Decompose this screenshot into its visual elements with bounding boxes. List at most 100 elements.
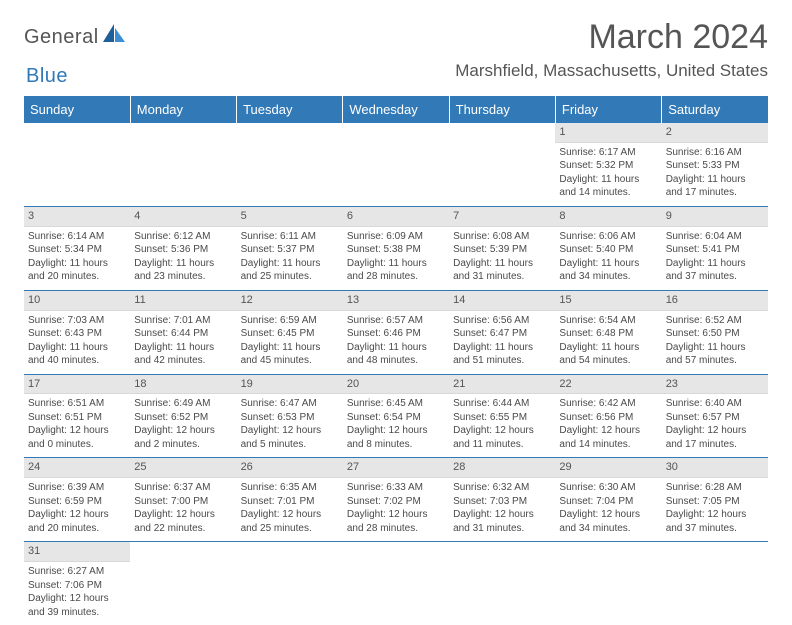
sunset-text: Sunset: 7:03 PM [453,495,551,509]
brand-sub: Blue [26,65,68,87]
day-number: 1 [555,123,661,143]
sunset-text: Sunset: 5:41 PM [666,243,764,257]
daylight-text: Daylight: 11 hours and 48 minutes. [347,341,445,368]
sunset-text: Sunset: 6:51 PM [28,411,126,425]
day-cell: 20Sunrise: 6:45 AMSunset: 6:54 PMDayligh… [343,374,449,458]
day-number: 18 [130,375,236,395]
dayname-row: Sunday Monday Tuesday Wednesday Thursday… [24,96,768,123]
day-cell: 11Sunrise: 7:01 AMSunset: 6:44 PMDayligh… [130,290,236,374]
sunset-text: Sunset: 6:59 PM [28,495,126,509]
day-number: 22 [555,375,661,395]
day-cell [343,123,449,206]
daylight-text: Daylight: 12 hours and 34 minutes. [559,508,657,535]
dayname-fri: Friday [555,96,661,123]
daylight-text: Daylight: 12 hours and 2 minutes. [134,424,232,451]
day-number: 10 [24,291,130,311]
day-cell: 26Sunrise: 6:35 AMSunset: 7:01 PMDayligh… [237,458,343,542]
sunrise-text: Sunrise: 6:12 AM [134,230,232,244]
sunrise-text: Sunrise: 6:51 AM [28,397,126,411]
sunrise-text: Sunrise: 6:57 AM [347,314,445,328]
sunset-text: Sunset: 7:04 PM [559,495,657,509]
day-cell: 27Sunrise: 6:33 AMSunset: 7:02 PMDayligh… [343,458,449,542]
day-number: 16 [662,291,768,311]
day-number: 8 [555,207,661,227]
daylight-text: Daylight: 11 hours and 42 minutes. [134,341,232,368]
daylight-text: Daylight: 12 hours and 25 minutes. [241,508,339,535]
day-cell: 13Sunrise: 6:57 AMSunset: 6:46 PMDayligh… [343,290,449,374]
day-cell: 24Sunrise: 6:39 AMSunset: 6:59 PMDayligh… [24,458,130,542]
daylight-text: Daylight: 11 hours and 25 minutes. [241,257,339,284]
sunrise-text: Sunrise: 6:45 AM [347,397,445,411]
day-number: 15 [555,291,661,311]
sunrise-text: Sunrise: 6:54 AM [559,314,657,328]
day-cell [662,542,768,625]
day-cell: 18Sunrise: 6:49 AMSunset: 6:52 PMDayligh… [130,374,236,458]
day-number: 30 [662,458,768,478]
day-cell: 21Sunrise: 6:44 AMSunset: 6:55 PMDayligh… [449,374,555,458]
day-cell: 12Sunrise: 6:59 AMSunset: 6:45 PMDayligh… [237,290,343,374]
day-cell: 28Sunrise: 6:32 AMSunset: 7:03 PMDayligh… [449,458,555,542]
sunset-text: Sunset: 6:43 PM [28,327,126,341]
sunset-text: Sunset: 7:06 PM [28,579,126,593]
week-row: 1 Sunrise: 6:17 AMSunset: 5:32 PM Daylight… [24,123,768,206]
day-cell: 14Sunrise: 6:56 AMSunset: 6:47 PMDayligh… [449,290,555,374]
sunrise-text: Sunrise: 6:28 AM [666,481,764,495]
day-cell: 19Sunrise: 6:47 AMSunset: 6:53 PMDayligh… [237,374,343,458]
daylight-text: Daylight: 11 hours and 34 minutes. [559,257,657,284]
day-cell: 17Sunrise: 6:51 AMSunset: 6:51 PMDayligh… [24,374,130,458]
sunrise-text: Sunrise: 6:44 AM [453,397,551,411]
day-number: 21 [449,375,555,395]
day-cell: 10Sunrise: 7:03 AMSunset: 6:43 PMDayligh… [24,290,130,374]
sunrise-text: Sunrise: 6:14 AM [28,230,126,244]
daylight-text: Daylight: 12 hours and 0 minutes. [28,424,126,451]
sunset-text: Sunset: 7:02 PM [347,495,445,509]
sunrise-text: Sunrise: 6:09 AM [347,230,445,244]
sunset-text: Sunset: 5:32 PM [559,159,657,173]
week-row: 31Sunrise: 6:27 AMSunset: 7:06 PMDayligh… [24,542,768,625]
day-number: 19 [237,375,343,395]
sunrise-text: Sunrise: 6:32 AM [453,481,551,495]
day-number: 25 [130,458,236,478]
dayname-sat: Saturday [662,96,768,123]
daylight-text: Daylight: 11 hours and 37 minutes. [666,257,764,284]
sunset-text: Sunset: 5:38 PM [347,243,445,257]
daylight-text: Daylight: 11 hours and 28 minutes. [347,257,445,284]
day-number: 6 [343,207,449,227]
day-cell: 23Sunrise: 6:40 AMSunset: 6:57 PMDayligh… [662,374,768,458]
sunrise-text: Sunrise: 6:47 AM [241,397,339,411]
sunrise-text: Sunrise: 6:37 AM [134,481,232,495]
sunset-text: Sunset: 6:48 PM [559,327,657,341]
sunrise-text: Sunrise: 6:52 AM [666,314,764,328]
week-row: 3Sunrise: 6:14 AMSunset: 5:34 PMDaylight… [24,206,768,290]
dayname-wed: Wednesday [343,96,449,123]
sunset-text: Sunset: 6:56 PM [559,411,657,425]
brand-sail-icon [103,24,125,47]
day-cell: 31Sunrise: 6:27 AMSunset: 7:06 PMDayligh… [24,542,130,625]
daylight-text: Daylight: 11 hours and 57 minutes. [666,341,764,368]
sunrise-text: Sunrise: 6:17 AM [559,146,657,160]
day-number: 5 [237,207,343,227]
daylight-text: Daylight: 11 hours and 17 minutes. [666,173,764,200]
week-row: 17Sunrise: 6:51 AMSunset: 6:51 PMDayligh… [24,374,768,458]
day-cell: 15Sunrise: 6:54 AMSunset: 6:48 PMDayligh… [555,290,661,374]
day-number: 29 [555,458,661,478]
day-cell: 5Sunrise: 6:11 AMSunset: 5:37 PMDaylight… [237,206,343,290]
day-cell: 6 Sunrise: 6:09 AMSunset: 5:38 PMDaylight… [343,206,449,290]
daylight-text: Daylight: 12 hours and 11 minutes. [453,424,551,451]
daylight-text: Daylight: 11 hours and 51 minutes. [453,341,551,368]
day-number: 11 [130,291,236,311]
sunrise-text: Sunrise: 6:49 AM [134,397,232,411]
sunset-text: Sunset: 6:46 PM [347,327,445,341]
sunrise-text: Sunrise: 6:16 AM [666,146,764,160]
sunset-text: Sunset: 5:33 PM [666,159,764,173]
week-row: 24Sunrise: 6:39 AMSunset: 6:59 PMDayligh… [24,458,768,542]
day-cell [130,542,236,625]
dayname-tue: Tuesday [237,96,343,123]
sunrise-text: Sunrise: 6:33 AM [347,481,445,495]
dayname-thu: Thursday [449,96,555,123]
daylight-text: Daylight: 12 hours and 17 minutes. [666,424,764,451]
sunset-text: Sunset: 5:39 PM [453,243,551,257]
day-number: 28 [449,458,555,478]
title-block: March 2024 Marshfield, Massachusetts, Un… [455,18,768,81]
sunrise-text: Sunrise: 6:04 AM [666,230,764,244]
